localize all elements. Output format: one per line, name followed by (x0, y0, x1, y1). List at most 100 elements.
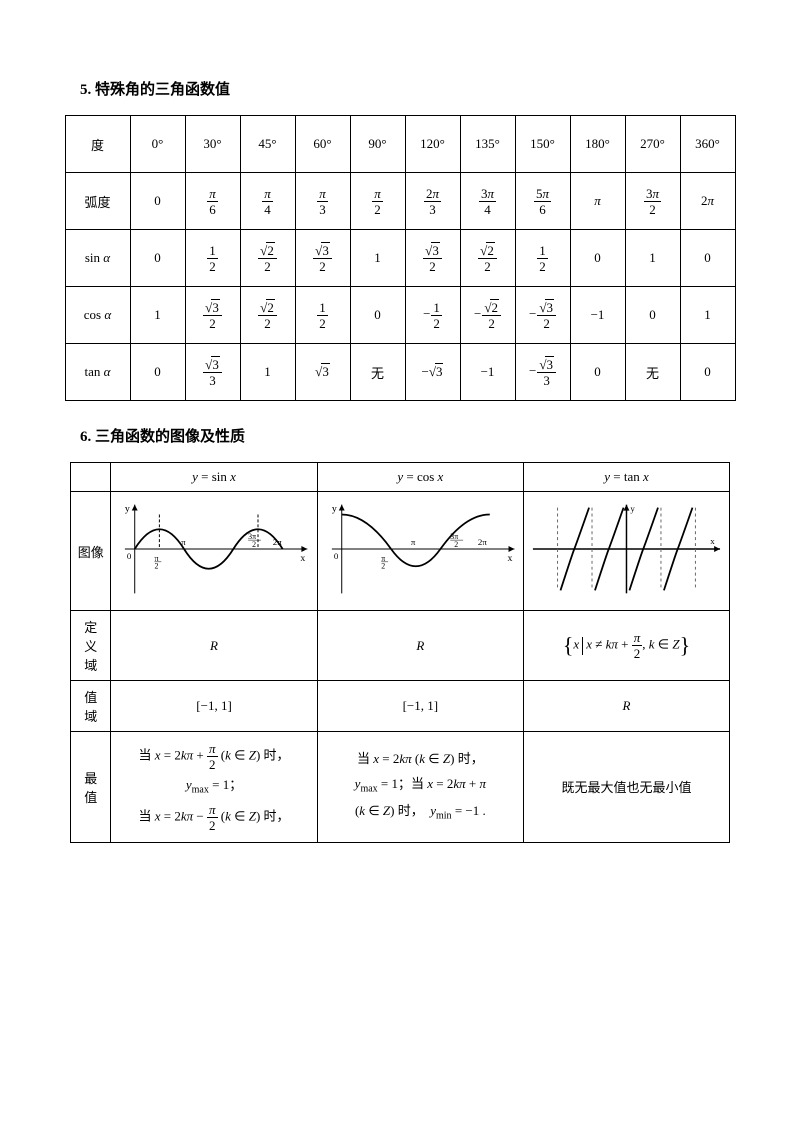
cell: π3 (295, 173, 350, 230)
cell: 90° (350, 116, 405, 173)
cell: π (570, 173, 625, 230)
svg-text:y: y (332, 503, 337, 514)
svg-text:y: y (125, 504, 130, 515)
cell: 1 (625, 230, 680, 287)
cell: 3π2 (625, 173, 680, 230)
domain-tan: {xx ≠ kπ + π2, k ∈ Z} (524, 611, 730, 681)
cell: 33 (185, 344, 240, 401)
cos-graph: y x 0 π2 π 3π2 2π (317, 492, 523, 611)
svg-text:y: y (630, 504, 635, 514)
svg-text:0: 0 (333, 551, 338, 561)
row-label: cos α (65, 287, 130, 344)
row-label: 度 (65, 116, 130, 173)
cell: 32 (185, 287, 240, 344)
cell: 32 (295, 230, 350, 287)
range-tan: R (524, 681, 730, 732)
table-row: cos α 1 32 22 12 0 −12 −22 −32 −1 0 1 (65, 287, 735, 344)
cell: 0 (570, 230, 625, 287)
cell: −22 (460, 287, 515, 344)
cell: 无 (625, 344, 680, 401)
cell: 60° (295, 116, 350, 173)
cell: 12 (515, 230, 570, 287)
cell: 0 (130, 344, 185, 401)
cell: −33 (515, 344, 570, 401)
range-sin: [−1, 1] (111, 681, 317, 732)
cell: 0 (680, 344, 735, 401)
section5-title: 5. 特殊角的三角函数值 (80, 78, 750, 99)
cell: 0 (570, 344, 625, 401)
row-graph-label: 图像 (71, 492, 111, 611)
cell: 2π (680, 173, 735, 230)
cell: −12 (405, 287, 460, 344)
domain-sin: R (111, 611, 317, 681)
svg-text:0: 0 (127, 551, 132, 561)
cell: 22 (240, 287, 295, 344)
header-cos: y = cos x (317, 463, 523, 492)
table-row: sin α 0 12 22 32 1 32 22 12 0 1 0 (65, 230, 735, 287)
range-cos: [−1, 1] (317, 681, 523, 732)
cell: 0 (625, 287, 680, 344)
cell: 0 (130, 230, 185, 287)
svg-text:2π: 2π (273, 537, 282, 547)
svg-text:2: 2 (381, 562, 385, 571)
cell: −1 (460, 344, 515, 401)
header-tan: y = tan x (524, 463, 730, 492)
table-row: 定义域 R R {xx ≠ kπ + π2, k ∈ Z} (71, 611, 730, 681)
row-label: 弧度 (65, 173, 130, 230)
row-label: tan α (65, 344, 130, 401)
table-row: 值域 [−1, 1] [−1, 1] R (71, 681, 730, 732)
cell: 0 (350, 287, 405, 344)
cell: 3π4 (460, 173, 515, 230)
cell: 5π6 (515, 173, 570, 230)
cell: 135° (460, 116, 515, 173)
cell: −32 (515, 287, 570, 344)
tan-graph: x y (524, 492, 730, 611)
header-sin: y = sin x (111, 463, 317, 492)
cell: π4 (240, 173, 295, 230)
cell: 180° (570, 116, 625, 173)
cell: 0 (680, 230, 735, 287)
extreme-tan: 既无最大值也无最小值 (524, 732, 730, 843)
cell: 270° (625, 116, 680, 173)
special-angles-table: 度 0° 30° 45° 60° 90° 120° 135° 150° 180°… (65, 115, 736, 401)
cell: 150° (515, 116, 570, 173)
cell: 45° (240, 116, 295, 173)
cell: 32 (405, 230, 460, 287)
extreme-cos: 当 x = 2kπ (k ∈ Z) 时， ymax = 1；当 x = 2kπ … (317, 732, 523, 843)
sin-graph: y x 0 π2 π 3π2 2π (111, 492, 317, 611)
row-extreme-label: 最值 (71, 732, 111, 843)
table-row: 弧度 0 π6 π4 π3 π2 2π3 3π4 5π6 π 3π2 2π (65, 173, 735, 230)
svg-text:x: x (301, 553, 306, 564)
cell: 120° (405, 116, 460, 173)
empty-cell (71, 463, 111, 492)
svg-text:2: 2 (454, 540, 458, 549)
svg-text:2: 2 (252, 540, 256, 549)
row-label: sin α (65, 230, 130, 287)
svg-text:π: π (181, 537, 186, 547)
cell: 12 (185, 230, 240, 287)
cell: 1 (130, 287, 185, 344)
cell: 0° (130, 116, 185, 173)
svg-text:x: x (507, 553, 512, 564)
svg-text:2π: 2π (478, 537, 487, 547)
cell: 2π3 (405, 173, 460, 230)
svg-text:π: π (410, 537, 415, 547)
cell: 30° (185, 116, 240, 173)
cell: 360° (680, 116, 735, 173)
cell: 无 (350, 344, 405, 401)
cell: 12 (295, 287, 350, 344)
table-row: 最值 当 x = 2kπ + π2 (k ∈ Z) 时， ymax = 1； 当… (71, 732, 730, 843)
svg-text:2: 2 (155, 562, 159, 571)
table-row: 图像 y x 0 π2 π 3π2 2π (71, 492, 730, 611)
trig-properties-table: y = sin x y = cos x y = tan x 图像 y x 0 π… (70, 462, 730, 843)
table-row: tan α 0 33 1 3 无 −3 −1 −33 0 无 0 (65, 344, 735, 401)
svg-text:x: x (710, 536, 715, 546)
table-row: y = sin x y = cos x y = tan x (71, 463, 730, 492)
cell: π6 (185, 173, 240, 230)
cell: 1 (680, 287, 735, 344)
cell: 22 (460, 230, 515, 287)
cell: 1 (350, 230, 405, 287)
row-domain-label: 定义域 (71, 611, 111, 681)
cell: −1 (570, 287, 625, 344)
domain-cos: R (317, 611, 523, 681)
